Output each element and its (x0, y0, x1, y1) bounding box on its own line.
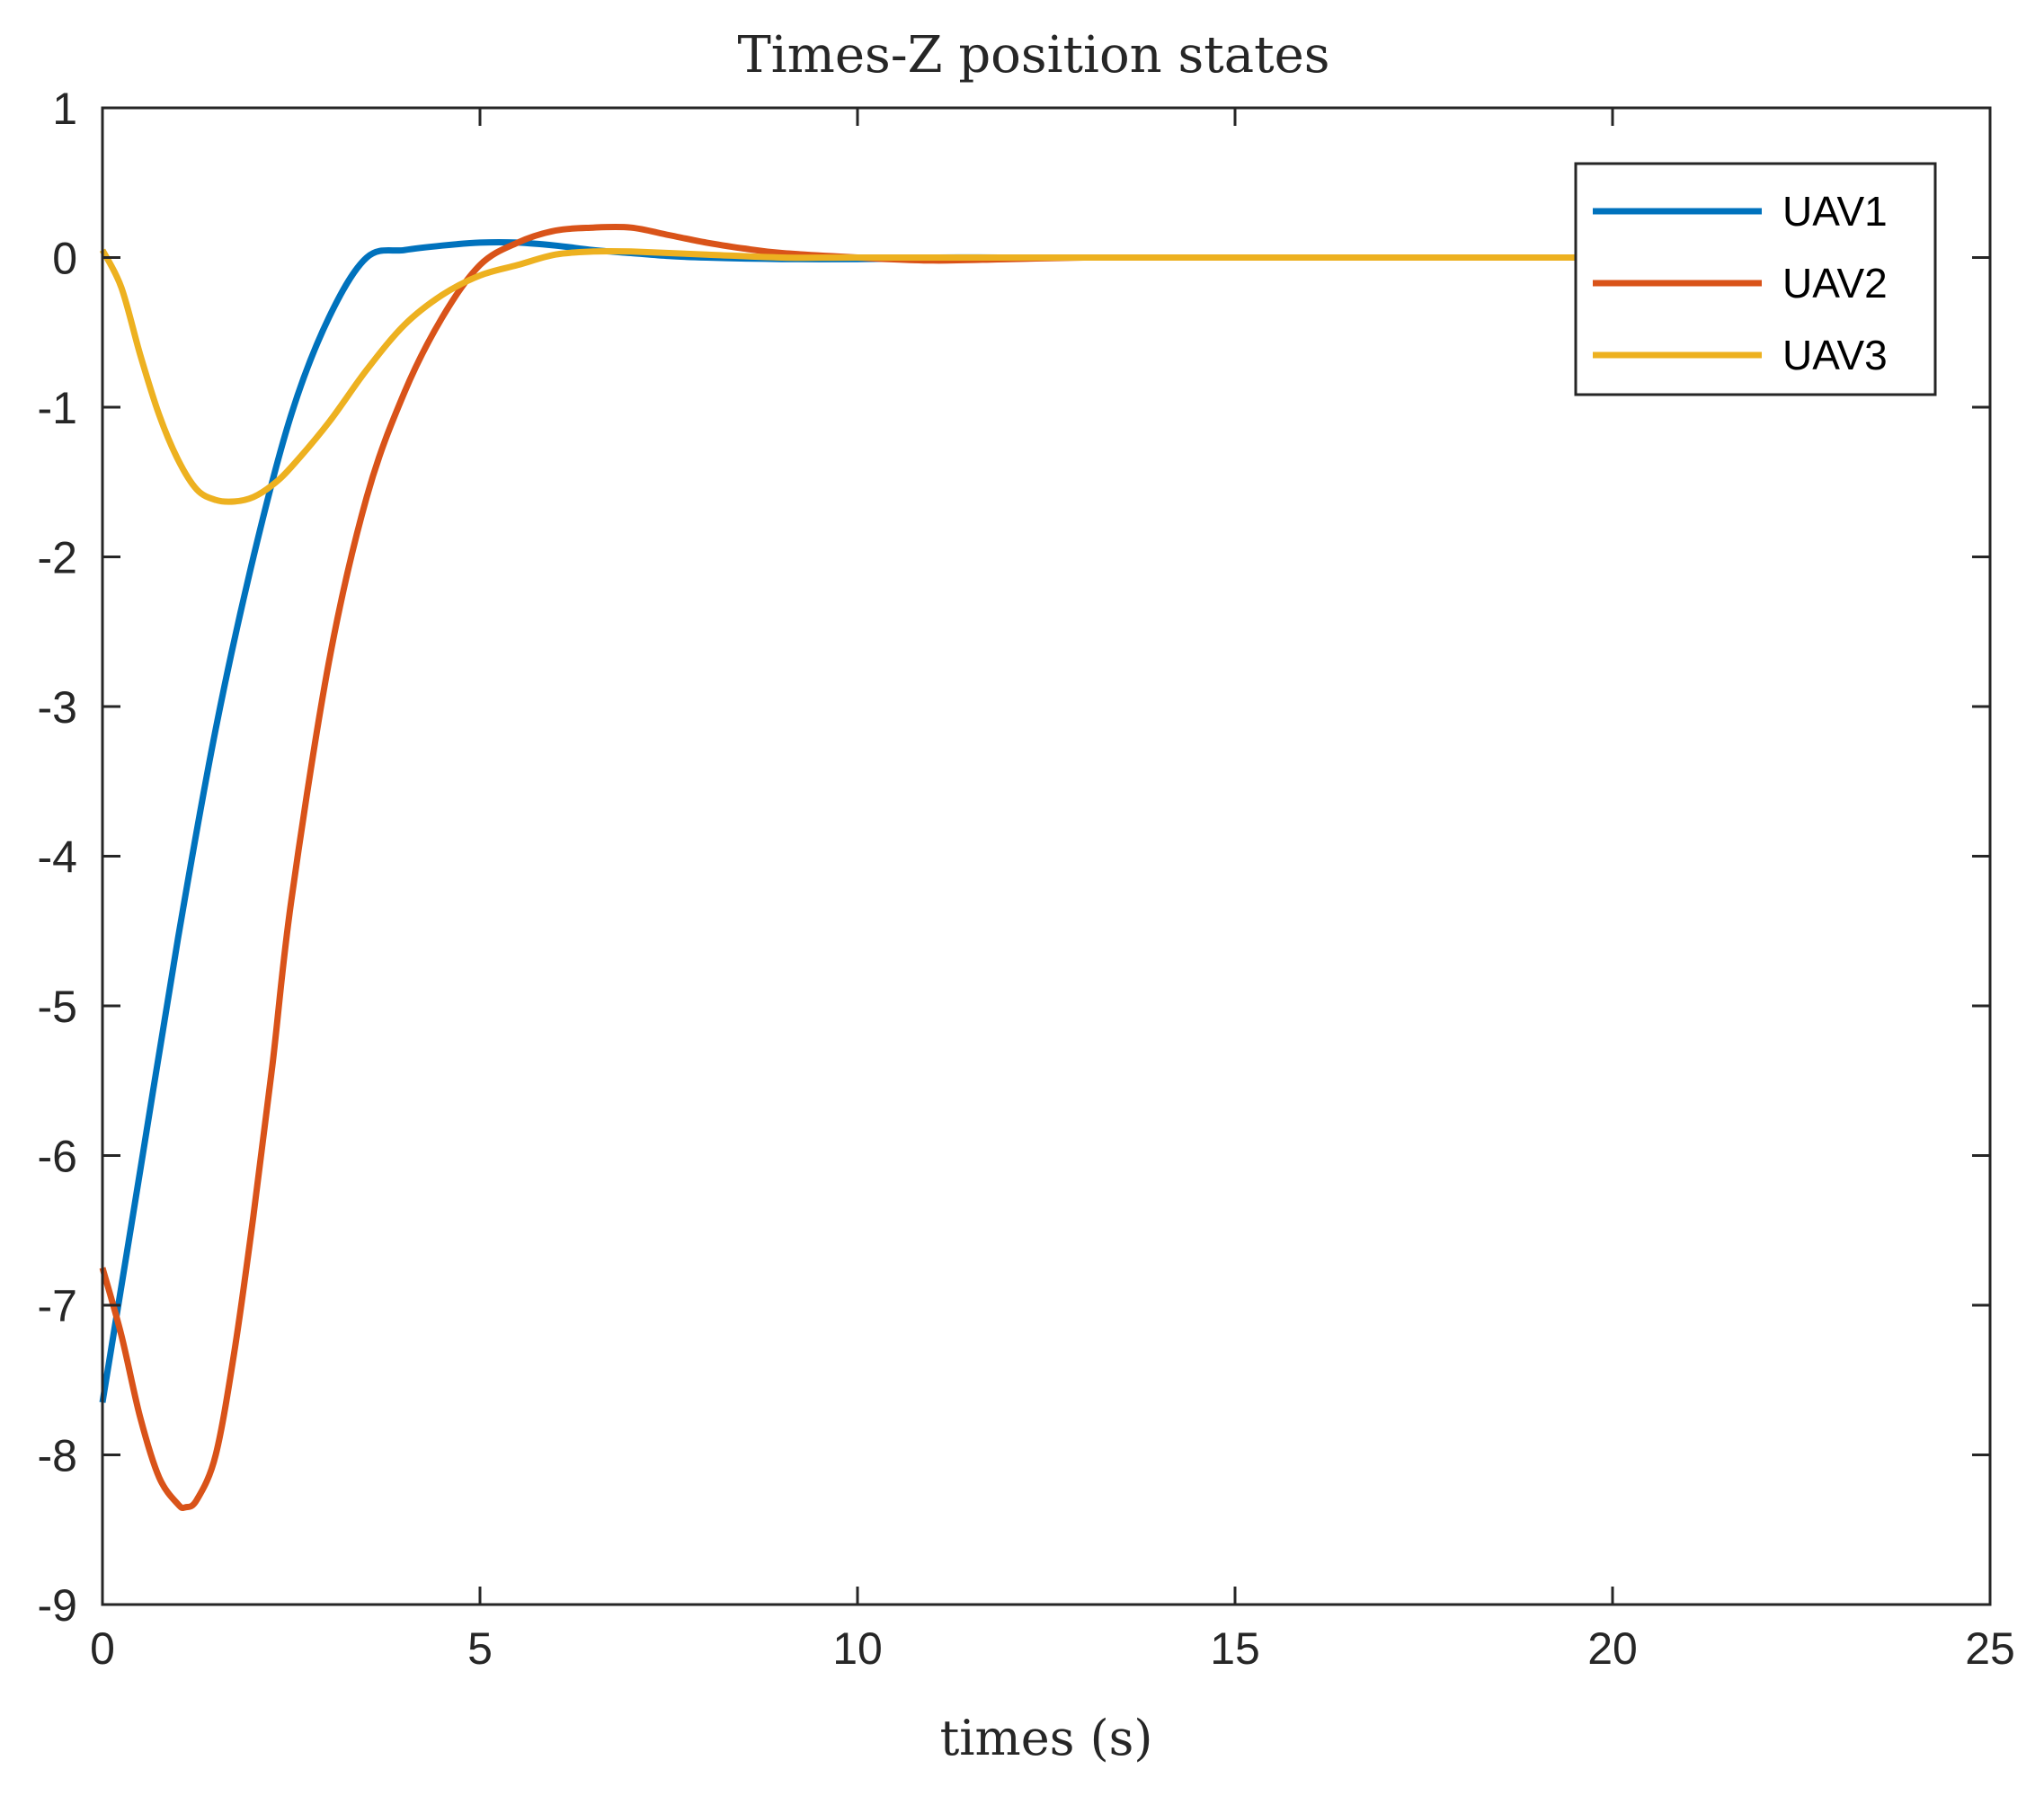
series-layer (99, 223, 1613, 1512)
legend-label-uav3: UAV3 (1782, 332, 1888, 378)
y-tick-label: -4 (38, 832, 77, 883)
x-tick-label: 0 (90, 1623, 115, 1674)
x-axis-label: times (s) (940, 1710, 1153, 1766)
chart-title: Times-Z position states (737, 26, 1329, 84)
x-tick-label: 25 (1965, 1623, 2015, 1674)
y-tick-label: 0 (52, 234, 77, 284)
y-tick-label: -7 (38, 1281, 77, 1331)
legend: UAV1 UAV2 UAV3 (1574, 162, 1937, 396)
y-tick-label: -3 (38, 682, 77, 733)
y-tick-label: 1 (52, 84, 77, 134)
y-tick-label: -6 (38, 1132, 77, 1182)
x-tick-label: 15 (1210, 1623, 1260, 1674)
series-line-uav2 (99, 223, 1085, 1512)
x-tick-label: 5 (467, 1623, 493, 1674)
y-tick-label: -5 (38, 982, 77, 1032)
x-tick-label: 10 (832, 1623, 883, 1674)
y-tick-label: -8 (38, 1431, 77, 1481)
y-tick-label: -9 (38, 1580, 77, 1631)
legend-label-uav1: UAV1 (1782, 188, 1888, 235)
series-line-uav3 (99, 247, 1613, 505)
x-tick-label: 20 (1587, 1623, 1638, 1674)
legend-items: UAV1 UAV2 UAV3 (1593, 188, 1888, 378)
y-tick-label: -2 (38, 533, 77, 583)
y-tick-label: -1 (38, 383, 77, 433)
legend-label-uav2: UAV2 (1782, 260, 1888, 307)
